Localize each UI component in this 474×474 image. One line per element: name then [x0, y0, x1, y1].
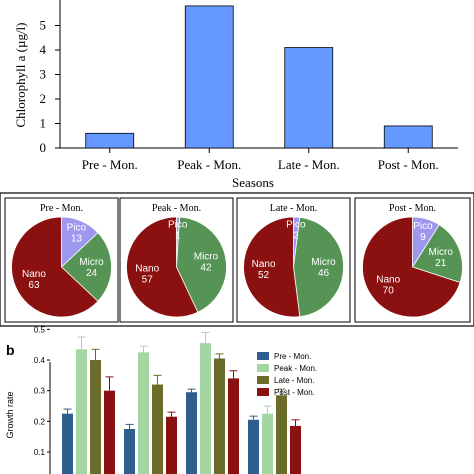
growth-bar [248, 419, 259, 474]
growth-bar [262, 413, 273, 474]
y-axis-label-b: Growth rate [5, 391, 15, 438]
pie-slice [411, 224, 463, 283]
pie-slice [176, 216, 227, 313]
pie-value: 13 [71, 234, 83, 245]
legend-swatch [257, 388, 269, 396]
growth-bar [276, 395, 287, 474]
pie-value: 24 [86, 268, 98, 279]
bar [85, 132, 135, 149]
bar [284, 47, 334, 149]
y-tick-label-b: 0.1 [34, 448, 46, 457]
pie-panel-frame [0, 192, 474, 327]
pie-label: Pico [286, 220, 306, 231]
pie-label: Nano [22, 269, 46, 280]
pie-value: 57 [142, 275, 154, 286]
chlorophyll-bar-chart: 0 1 2 3 4 5 Pre - Mon. Peak - Mon. Late - Mon. P… [13, 0, 458, 190]
legend-swatch [257, 376, 269, 384]
growth-bar [90, 360, 101, 474]
pie-title: Late - Mon. [270, 203, 318, 214]
x-tick-label: Pre - Mon. [82, 157, 138, 172]
pie-slice [243, 216, 301, 318]
pie-value: 46 [318, 268, 330, 279]
growth-bar [214, 358, 225, 474]
y-tick-label: 1 [40, 116, 47, 131]
growth-bar [76, 349, 87, 474]
panel-label-b: b [6, 342, 15, 358]
pie-title: Pre - Mon. [40, 203, 83, 214]
x-tick-label: Peak - Mon. [177, 157, 241, 172]
x-axis-label: Seasons [232, 175, 274, 190]
pie-slice [11, 216, 99, 318]
y-tick-label-b: 0.2 [34, 417, 46, 426]
y-tick-label-b: 0.5 [34, 325, 46, 334]
bar [184, 5, 234, 149]
pie-label: Micro [79, 257, 104, 268]
pie-label: Pico [168, 220, 188, 231]
pie-value: 70 [383, 286, 395, 297]
pie-value: 52 [258, 270, 270, 281]
y-tick-label-b: 0.3 [34, 387, 46, 396]
growth-rate-chart: b 0.1 0.2 0.3 0.4 0.5 Growth rate Pre - Mon.… [5, 325, 317, 474]
legend: Pre - Mon. Peak - Mon. Late - Mon. Post - M… [257, 352, 317, 397]
growth-bar [186, 392, 197, 474]
y-tick-label: 0 [40, 140, 47, 155]
legend-swatch [257, 352, 269, 360]
x-tick-label: Post - Mon. [378, 157, 439, 172]
pie-label: Micro [194, 251, 219, 262]
growth-bar [104, 390, 115, 474]
y-tick-label: 2 [40, 91, 47, 106]
y-tick-label: 4 [40, 42, 47, 57]
y-tick-label: 5 [40, 18, 47, 33]
pie-label: Nano [376, 275, 400, 286]
pie-slice [60, 232, 112, 302]
pie-title: Peak - Mon. [152, 203, 201, 214]
growth-bar [62, 413, 73, 474]
pie-label: Nano [252, 259, 276, 270]
pie-slice [126, 216, 199, 318]
pie-slice [293, 216, 344, 318]
pie-value: 2 [293, 231, 299, 242]
y-tick-label: 3 [40, 67, 47, 82]
pie-slice [362, 216, 461, 318]
pie-label: Pico [67, 223, 87, 234]
growth-bar [200, 343, 211, 474]
pie-value: 21 [435, 258, 447, 269]
pie-label: Nano [135, 264, 159, 275]
legend-label: Late - Mon. [274, 376, 314, 385]
growth-bar [124, 429, 135, 474]
pie-value: 63 [28, 280, 40, 291]
pie-label: Pico [413, 221, 433, 232]
pie-label: Micro [311, 257, 336, 268]
growth-bar [166, 416, 177, 474]
bar [383, 125, 433, 149]
legend-label: Pre - Mon. [274, 352, 311, 361]
x-tick-label: Late - Mon. [278, 157, 340, 172]
y-axis-label: Chlorophyll a (µg/l) [13, 23, 28, 128]
y-tick-label-b: 0.4 [34, 356, 46, 365]
pie-value: 1 [175, 231, 181, 242]
legend-label: Post - Mon. [274, 388, 315, 397]
growth-bar [228, 378, 239, 474]
pie-label: Micro [428, 247, 453, 258]
pie-title: Post - Mon. [389, 203, 436, 214]
pie-value: 42 [200, 262, 212, 273]
legend-swatch [257, 364, 269, 372]
growth-bar [290, 425, 301, 474]
growth-bar [138, 352, 149, 474]
legend-label: Peak - Mon. [274, 364, 317, 373]
pie-value: 9 [420, 232, 426, 243]
growth-bar [152, 384, 163, 474]
